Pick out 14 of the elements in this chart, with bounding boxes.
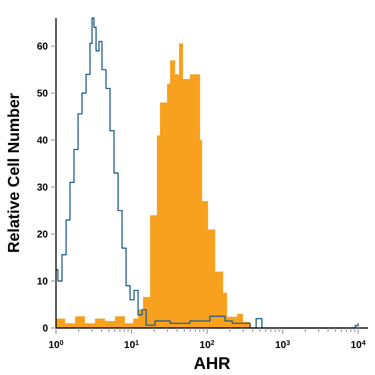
x-tick-label: 10$^{1}$ — [124, 340, 140, 351]
x-tick-label: 10$^{4}$ — [350, 340, 366, 351]
x-tick-label: 10$^{0}$ — [48, 340, 64, 351]
x-axis-title: AHR — [194, 354, 230, 373]
y-tick-label: 60 — [36, 42, 48, 53]
y-tick-label: 10 — [36, 276, 48, 288]
x-tick-label: 10$^{2}$ — [200, 340, 215, 351]
y-tick-label: 30 — [36, 182, 48, 194]
y-tick-label: 50 — [36, 88, 48, 100]
y-tick-label: 20 — [36, 230, 48, 241]
y-axis-title: Relative Cell Number — [6, 92, 23, 254]
x-tick-label: 10$^{3}$ — [275, 340, 290, 351]
y-tick-label: 40 — [36, 136, 48, 147]
y-tick-label: 0 — [42, 324, 48, 334]
